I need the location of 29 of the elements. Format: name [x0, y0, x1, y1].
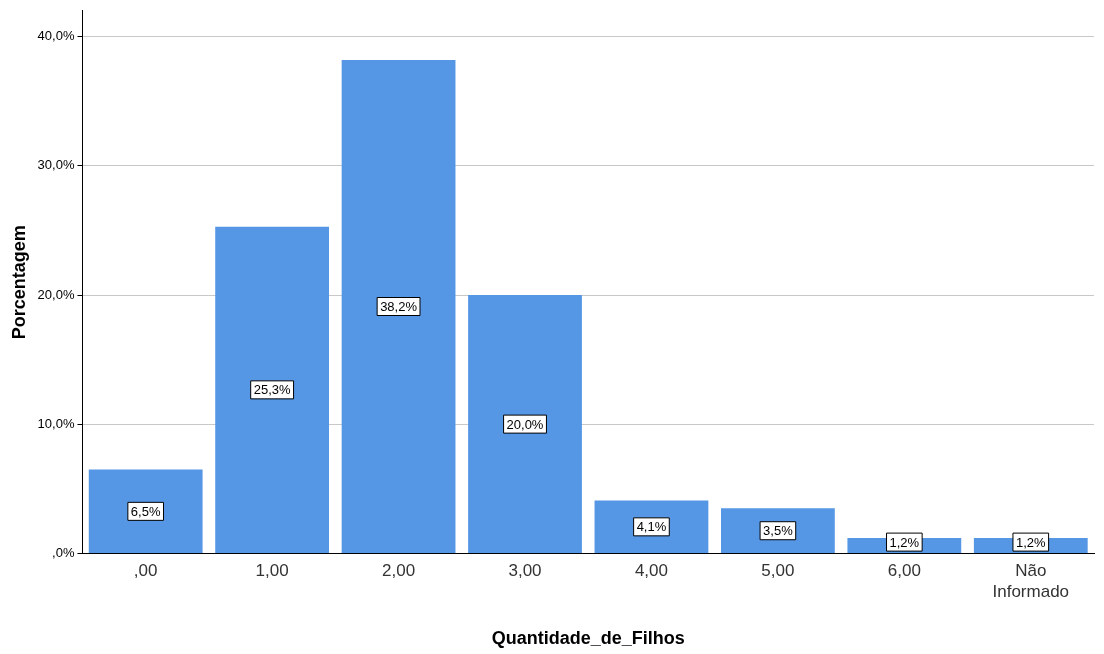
- data-label: 6,5%: [130, 503, 161, 519]
- data-label: 20,0%: [506, 416, 544, 432]
- x-axis-title: Quantidade_de_Filhos: [491, 628, 685, 649]
- data-label: 1,2%: [889, 534, 920, 550]
- x-tick-label: ,00: [133, 561, 158, 581]
- x-tick-label: 6,00: [887, 561, 921, 581]
- y-tick-label: 40,0%: [37, 28, 75, 44]
- bar: [721, 508, 835, 554]
- y-tick-label: 30,0%: [37, 157, 75, 173]
- bar: [215, 226, 330, 554]
- bar: [594, 500, 709, 554]
- x-tick-label: Não Informado: [992, 561, 1070, 601]
- y-axis-title: Porcentagem: [8, 225, 29, 340]
- bar: [468, 295, 582, 554]
- x-tick-label: 4,00: [634, 561, 668, 581]
- y-tick-label: ,0%: [52, 545, 75, 561]
- data-label: 1,2%: [1015, 534, 1047, 550]
- y-tick-label: 20,0%: [37, 286, 75, 302]
- data-label: 4,1%: [636, 519, 667, 535]
- bar: [88, 469, 203, 554]
- x-tick-label: 2,00: [382, 561, 416, 581]
- data-label: 3,5%: [763, 523, 794, 539]
- data-label: 25,3%: [253, 382, 291, 398]
- x-tick-label: 5,00: [761, 561, 795, 581]
- data-label: 38,2%: [380, 299, 418, 315]
- bar: [341, 59, 456, 554]
- x-tick-label: 1,00: [255, 561, 289, 581]
- y-tick-label: 10,0%: [37, 415, 75, 431]
- x-tick-label: 3,00: [508, 561, 542, 581]
